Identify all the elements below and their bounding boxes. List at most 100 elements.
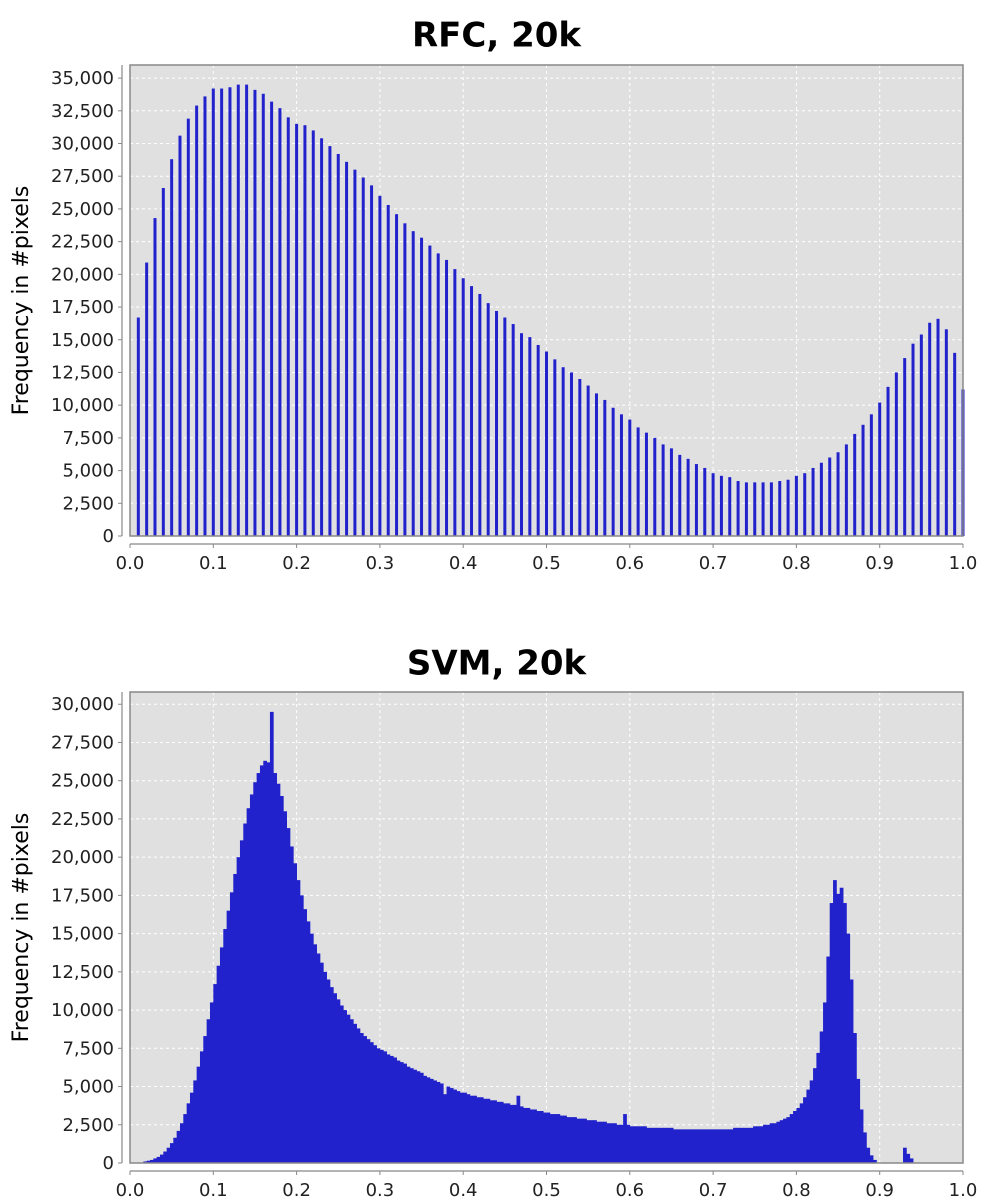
bar	[376, 1048, 381, 1163]
y-tick-label: 22,500	[51, 232, 114, 253]
y-tick-label: 27,500	[51, 732, 114, 753]
bar	[894, 372, 898, 536]
bar	[906, 1153, 911, 1163]
bar	[269, 711, 274, 1163]
x-tick-label: 0.7	[699, 1180, 728, 1201]
bar	[323, 971, 327, 1163]
bar	[346, 1014, 351, 1163]
bar	[866, 1147, 871, 1163]
bar	[713, 1129, 717, 1163]
bar	[299, 895, 304, 1163]
bar	[636, 427, 640, 536]
bar	[263, 760, 268, 1163]
bar	[516, 1095, 521, 1163]
bar	[928, 322, 932, 536]
bar	[653, 1127, 657, 1163]
y-tick-label: 7,500	[62, 428, 114, 449]
bar	[616, 1124, 621, 1163]
bar	[206, 1019, 211, 1163]
bar	[256, 773, 261, 1163]
x-tick-label: 1.0	[949, 1180, 978, 1201]
bar	[213, 984, 218, 1163]
bar	[603, 1121, 607, 1163]
bar	[919, 334, 923, 536]
bar	[389, 1055, 394, 1163]
bar	[789, 1114, 794, 1163]
bar	[189, 1092, 194, 1163]
bar	[828, 457, 832, 536]
bar	[170, 159, 174, 536]
bar	[711, 473, 715, 536]
bar	[495, 310, 499, 536]
bar	[553, 359, 557, 536]
bar	[643, 1126, 647, 1163]
x-tick-label: 0.1	[199, 553, 228, 574]
bar	[936, 318, 940, 536]
bar	[593, 1120, 597, 1163]
bar	[161, 187, 165, 536]
bar	[406, 1066, 411, 1163]
bar	[599, 1121, 604, 1163]
bar	[863, 1132, 867, 1163]
bar	[166, 1147, 171, 1163]
bar	[623, 1114, 627, 1163]
bar	[609, 1123, 614, 1163]
bar	[319, 962, 324, 1163]
bar	[503, 317, 507, 536]
bar	[719, 1129, 724, 1163]
bar	[286, 117, 290, 536]
bar	[203, 1036, 208, 1163]
bar	[429, 1078, 434, 1163]
bars	[143, 711, 914, 1163]
bar	[479, 1097, 484, 1163]
bar	[209, 1002, 214, 1163]
y-tick-label: 2,500	[62, 1115, 114, 1136]
bar	[519, 1106, 524, 1163]
bar	[239, 840, 244, 1163]
bar	[336, 999, 341, 1163]
bar	[478, 293, 482, 536]
x-tick-label: 0.4	[449, 553, 478, 574]
bar	[653, 437, 657, 536]
y-axis-label: Frequency in #pixels	[9, 813, 34, 1043]
bar	[639, 1126, 644, 1163]
bar	[356, 1028, 361, 1163]
bar	[445, 259, 449, 536]
bar	[378, 195, 382, 537]
bar	[844, 444, 848, 536]
bar	[461, 278, 465, 536]
bar	[228, 87, 232, 536]
y-tick-label: 22,500	[51, 809, 114, 830]
bar	[886, 386, 890, 536]
bar	[743, 1127, 747, 1163]
x-tick-label: 0.3	[366, 1180, 395, 1201]
x-tick-label: 0.0	[116, 553, 145, 574]
y-tick-label: 15,000	[51, 330, 114, 351]
bar	[626, 1124, 631, 1163]
x-tick-label: 0.9	[865, 1180, 894, 1201]
bar	[839, 887, 844, 1163]
bar	[803, 1097, 807, 1163]
bar	[463, 1092, 467, 1163]
bar	[669, 448, 673, 536]
bar	[266, 762, 271, 1163]
x-tick-label: 0.5	[532, 553, 561, 574]
bar	[669, 1127, 674, 1163]
bar	[469, 1095, 474, 1163]
bar	[379, 1049, 384, 1163]
x-tick-label: 0.6	[615, 553, 644, 574]
bar	[373, 1045, 377, 1163]
bar	[686, 458, 690, 536]
bar	[823, 1002, 827, 1163]
x-tick-label: 0.6	[615, 1180, 644, 1201]
y-tick-label: 10,000	[51, 1000, 114, 1021]
bar	[944, 329, 948, 536]
bar	[233, 873, 238, 1163]
bar	[416, 1071, 421, 1163]
x-tick-label: 0.0	[116, 1180, 145, 1201]
plot-border	[129, 691, 964, 1164]
bar	[313, 944, 317, 1163]
bar	[386, 1054, 391, 1163]
y-tick-label: 15,000	[51, 924, 114, 945]
